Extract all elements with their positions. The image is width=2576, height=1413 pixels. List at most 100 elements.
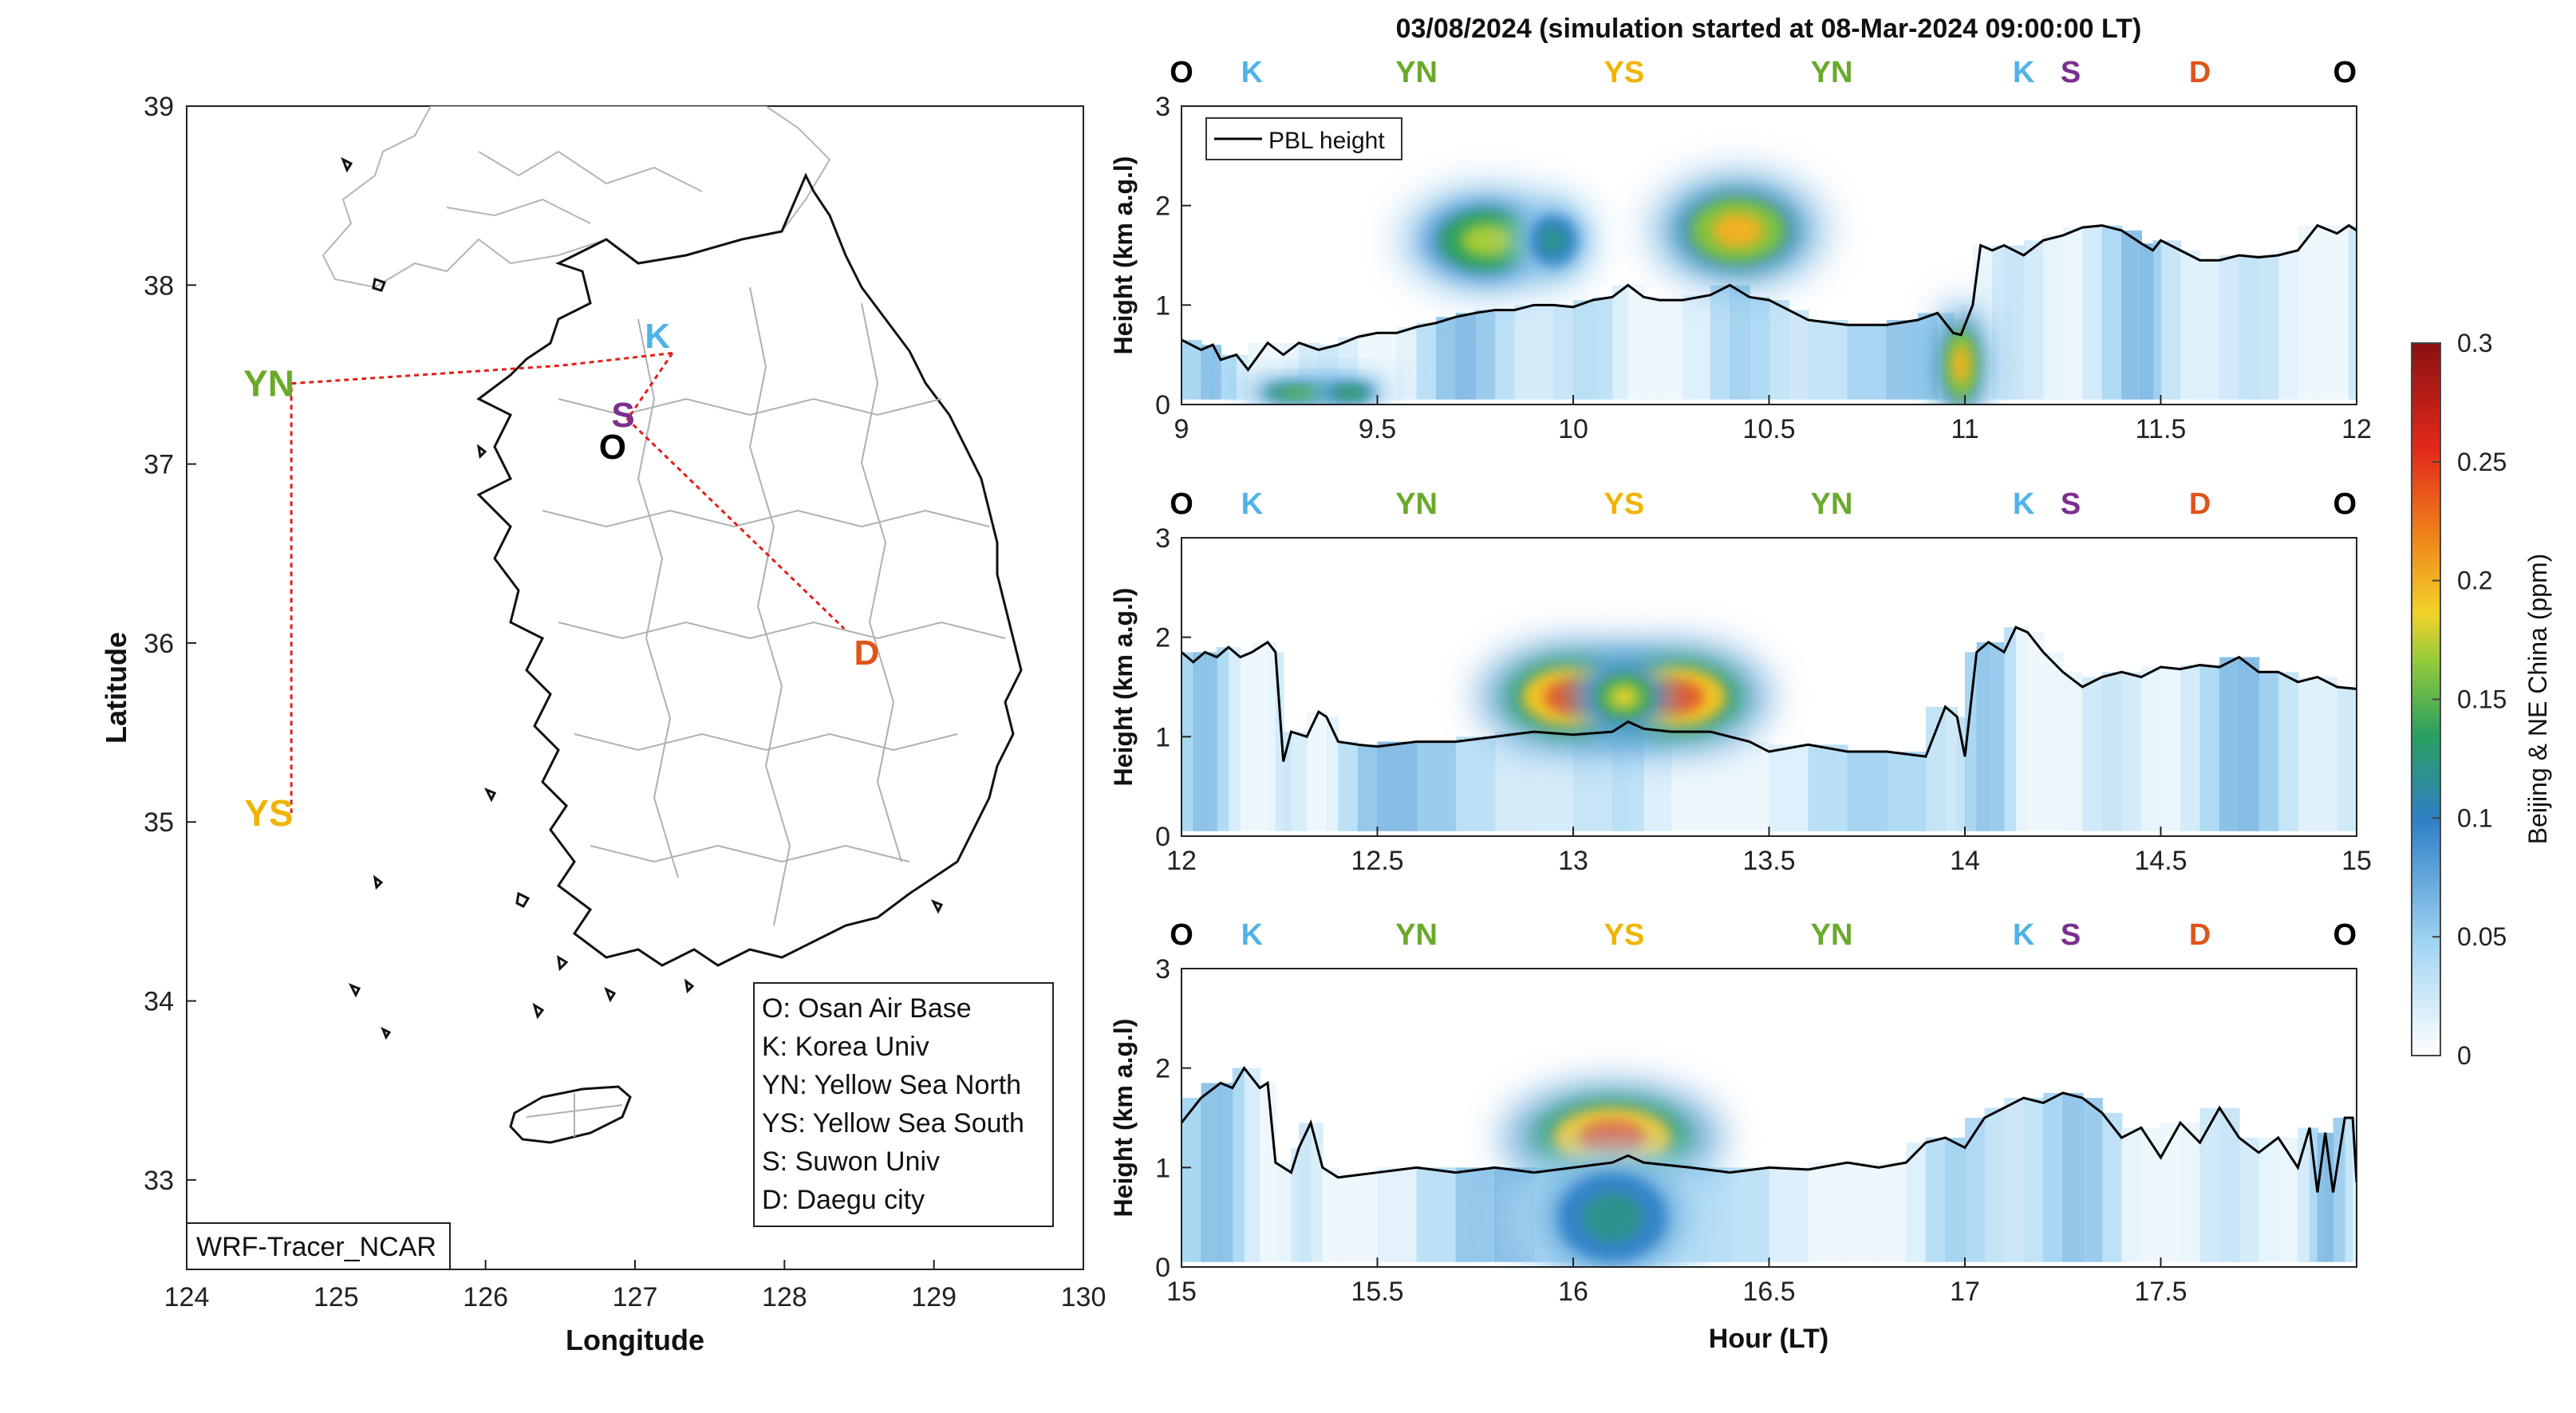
field-column bbox=[1377, 1167, 1418, 1262]
field-column bbox=[1925, 1137, 1947, 1262]
plume-core bbox=[1952, 345, 1970, 385]
district-boundaries bbox=[542, 286, 1006, 926]
field-column bbox=[2004, 245, 2025, 400]
site-marker-o: O bbox=[1170, 56, 1193, 89]
field-column bbox=[2199, 665, 2221, 831]
field-column bbox=[1592, 297, 1614, 400]
x-tick-label: 11 bbox=[1951, 414, 1978, 444]
field-column bbox=[2062, 227, 2084, 400]
field-column bbox=[1906, 1143, 1927, 1262]
colorbar-tick-label: 0.2 bbox=[2457, 566, 2492, 595]
field-column bbox=[2004, 627, 2017, 831]
y-tick-label: 2 bbox=[1155, 623, 1170, 653]
x-tick-label: 13 bbox=[1558, 846, 1588, 876]
field-column bbox=[2298, 225, 2318, 400]
field-column bbox=[2219, 1107, 2240, 1262]
field-column bbox=[1992, 245, 2006, 400]
plume-core bbox=[1582, 1192, 1643, 1242]
site-marker-yn: YN bbox=[1811, 56, 1853, 89]
site-marker-ys: YS bbox=[1604, 918, 1644, 952]
field-column bbox=[2023, 240, 2045, 400]
field-column bbox=[2043, 235, 2064, 400]
field-column bbox=[2160, 667, 2182, 831]
field-column bbox=[2349, 225, 2357, 400]
field-column bbox=[2015, 627, 2029, 831]
field-column bbox=[1455, 313, 1477, 400]
x-tick-label: 16 bbox=[1558, 1277, 1588, 1307]
field-column bbox=[1283, 732, 1292, 831]
field-column bbox=[1627, 285, 1645, 400]
field-column bbox=[1976, 641, 1990, 831]
field-column bbox=[2278, 672, 2299, 831]
colorbar-label: Beijing & NE China (ppm) bbox=[2523, 554, 2552, 845]
field-column bbox=[1789, 310, 1809, 400]
field-column bbox=[1847, 1162, 1880, 1262]
y-axis-label: Height (km a.g.l) bbox=[1109, 588, 1138, 787]
map-x-axis-label: Longitude bbox=[566, 1324, 704, 1356]
field-column bbox=[2278, 250, 2299, 400]
field-column bbox=[1357, 744, 1379, 831]
map-y-tick-label: 38 bbox=[144, 270, 174, 301]
x-tick-label: 15 bbox=[1166, 1277, 1197, 1307]
field-column bbox=[1710, 732, 1750, 831]
plume-core bbox=[1461, 223, 1513, 257]
south-korea-coast bbox=[476, 172, 1023, 967]
field-column bbox=[1573, 300, 1594, 400]
field-column bbox=[2180, 250, 2201, 400]
x-tick-label: 11.5 bbox=[2136, 414, 2187, 444]
field-column bbox=[1416, 741, 1457, 831]
field-column bbox=[1494, 732, 1535, 831]
field-column bbox=[1299, 1123, 1312, 1262]
colorbar-tick-label: 0.3 bbox=[2457, 329, 2492, 357]
site-marker-yn: YN bbox=[1811, 918, 1853, 952]
field-column bbox=[2140, 667, 2162, 831]
field-column bbox=[1612, 285, 1629, 400]
field-column bbox=[1205, 652, 1218, 831]
x-tick-label: 14 bbox=[1950, 846, 1980, 876]
plume-core bbox=[1608, 685, 1639, 709]
field-column bbox=[2121, 1127, 2142, 1262]
field-column bbox=[2278, 1137, 2299, 1262]
field-column bbox=[1730, 285, 1750, 400]
field-column bbox=[2140, 243, 2154, 400]
y-tick-label: 0 bbox=[1155, 822, 1170, 852]
y-tick-label: 1 bbox=[1155, 290, 1170, 321]
site-marker-d: D bbox=[2189, 918, 2211, 952]
field-column bbox=[1260, 1083, 1269, 1262]
site-marker-yn: YN bbox=[1395, 487, 1438, 521]
field-column bbox=[1769, 300, 1790, 400]
field-column bbox=[1201, 1083, 1222, 1262]
route-yellow-sea bbox=[290, 352, 673, 814]
site-marker-s: S bbox=[2061, 56, 2081, 89]
field-column bbox=[2043, 652, 2064, 831]
map-y-axis-label: Latitude bbox=[100, 632, 132, 744]
field-column bbox=[1252, 641, 1269, 831]
legend-yellow-sea-north: YN: Yellow Sea North bbox=[762, 1070, 1021, 1100]
field-column bbox=[1945, 706, 1959, 831]
field-column bbox=[1965, 1118, 1986, 1262]
field-column bbox=[1221, 354, 1237, 400]
field-column bbox=[2180, 1123, 2201, 1262]
field-column bbox=[1232, 1068, 1245, 1262]
field-column bbox=[1945, 1137, 1966, 1262]
field-column bbox=[1338, 741, 1359, 831]
legend-korea-univ: K: Korea Univ bbox=[762, 1032, 929, 1062]
site-label-yellow-sea-south: YS bbox=[244, 792, 293, 834]
site-marker-o: O bbox=[2333, 918, 2357, 952]
pbl-height-line bbox=[1181, 1066, 2357, 1193]
x-tick-label: 15 bbox=[2341, 846, 2372, 876]
field-column bbox=[1318, 712, 1327, 831]
field-column bbox=[1291, 1147, 1300, 1262]
field-column bbox=[1682, 294, 1711, 400]
field-column bbox=[1886, 320, 1919, 400]
x-tick-label: 16.5 bbox=[1742, 1277, 1795, 1307]
field-column bbox=[1322, 1167, 1339, 1262]
x-tick-label: 12.5 bbox=[1351, 846, 1403, 876]
field-column bbox=[1847, 752, 1888, 831]
field-column bbox=[2140, 1127, 2162, 1262]
field-column bbox=[2101, 225, 2123, 400]
